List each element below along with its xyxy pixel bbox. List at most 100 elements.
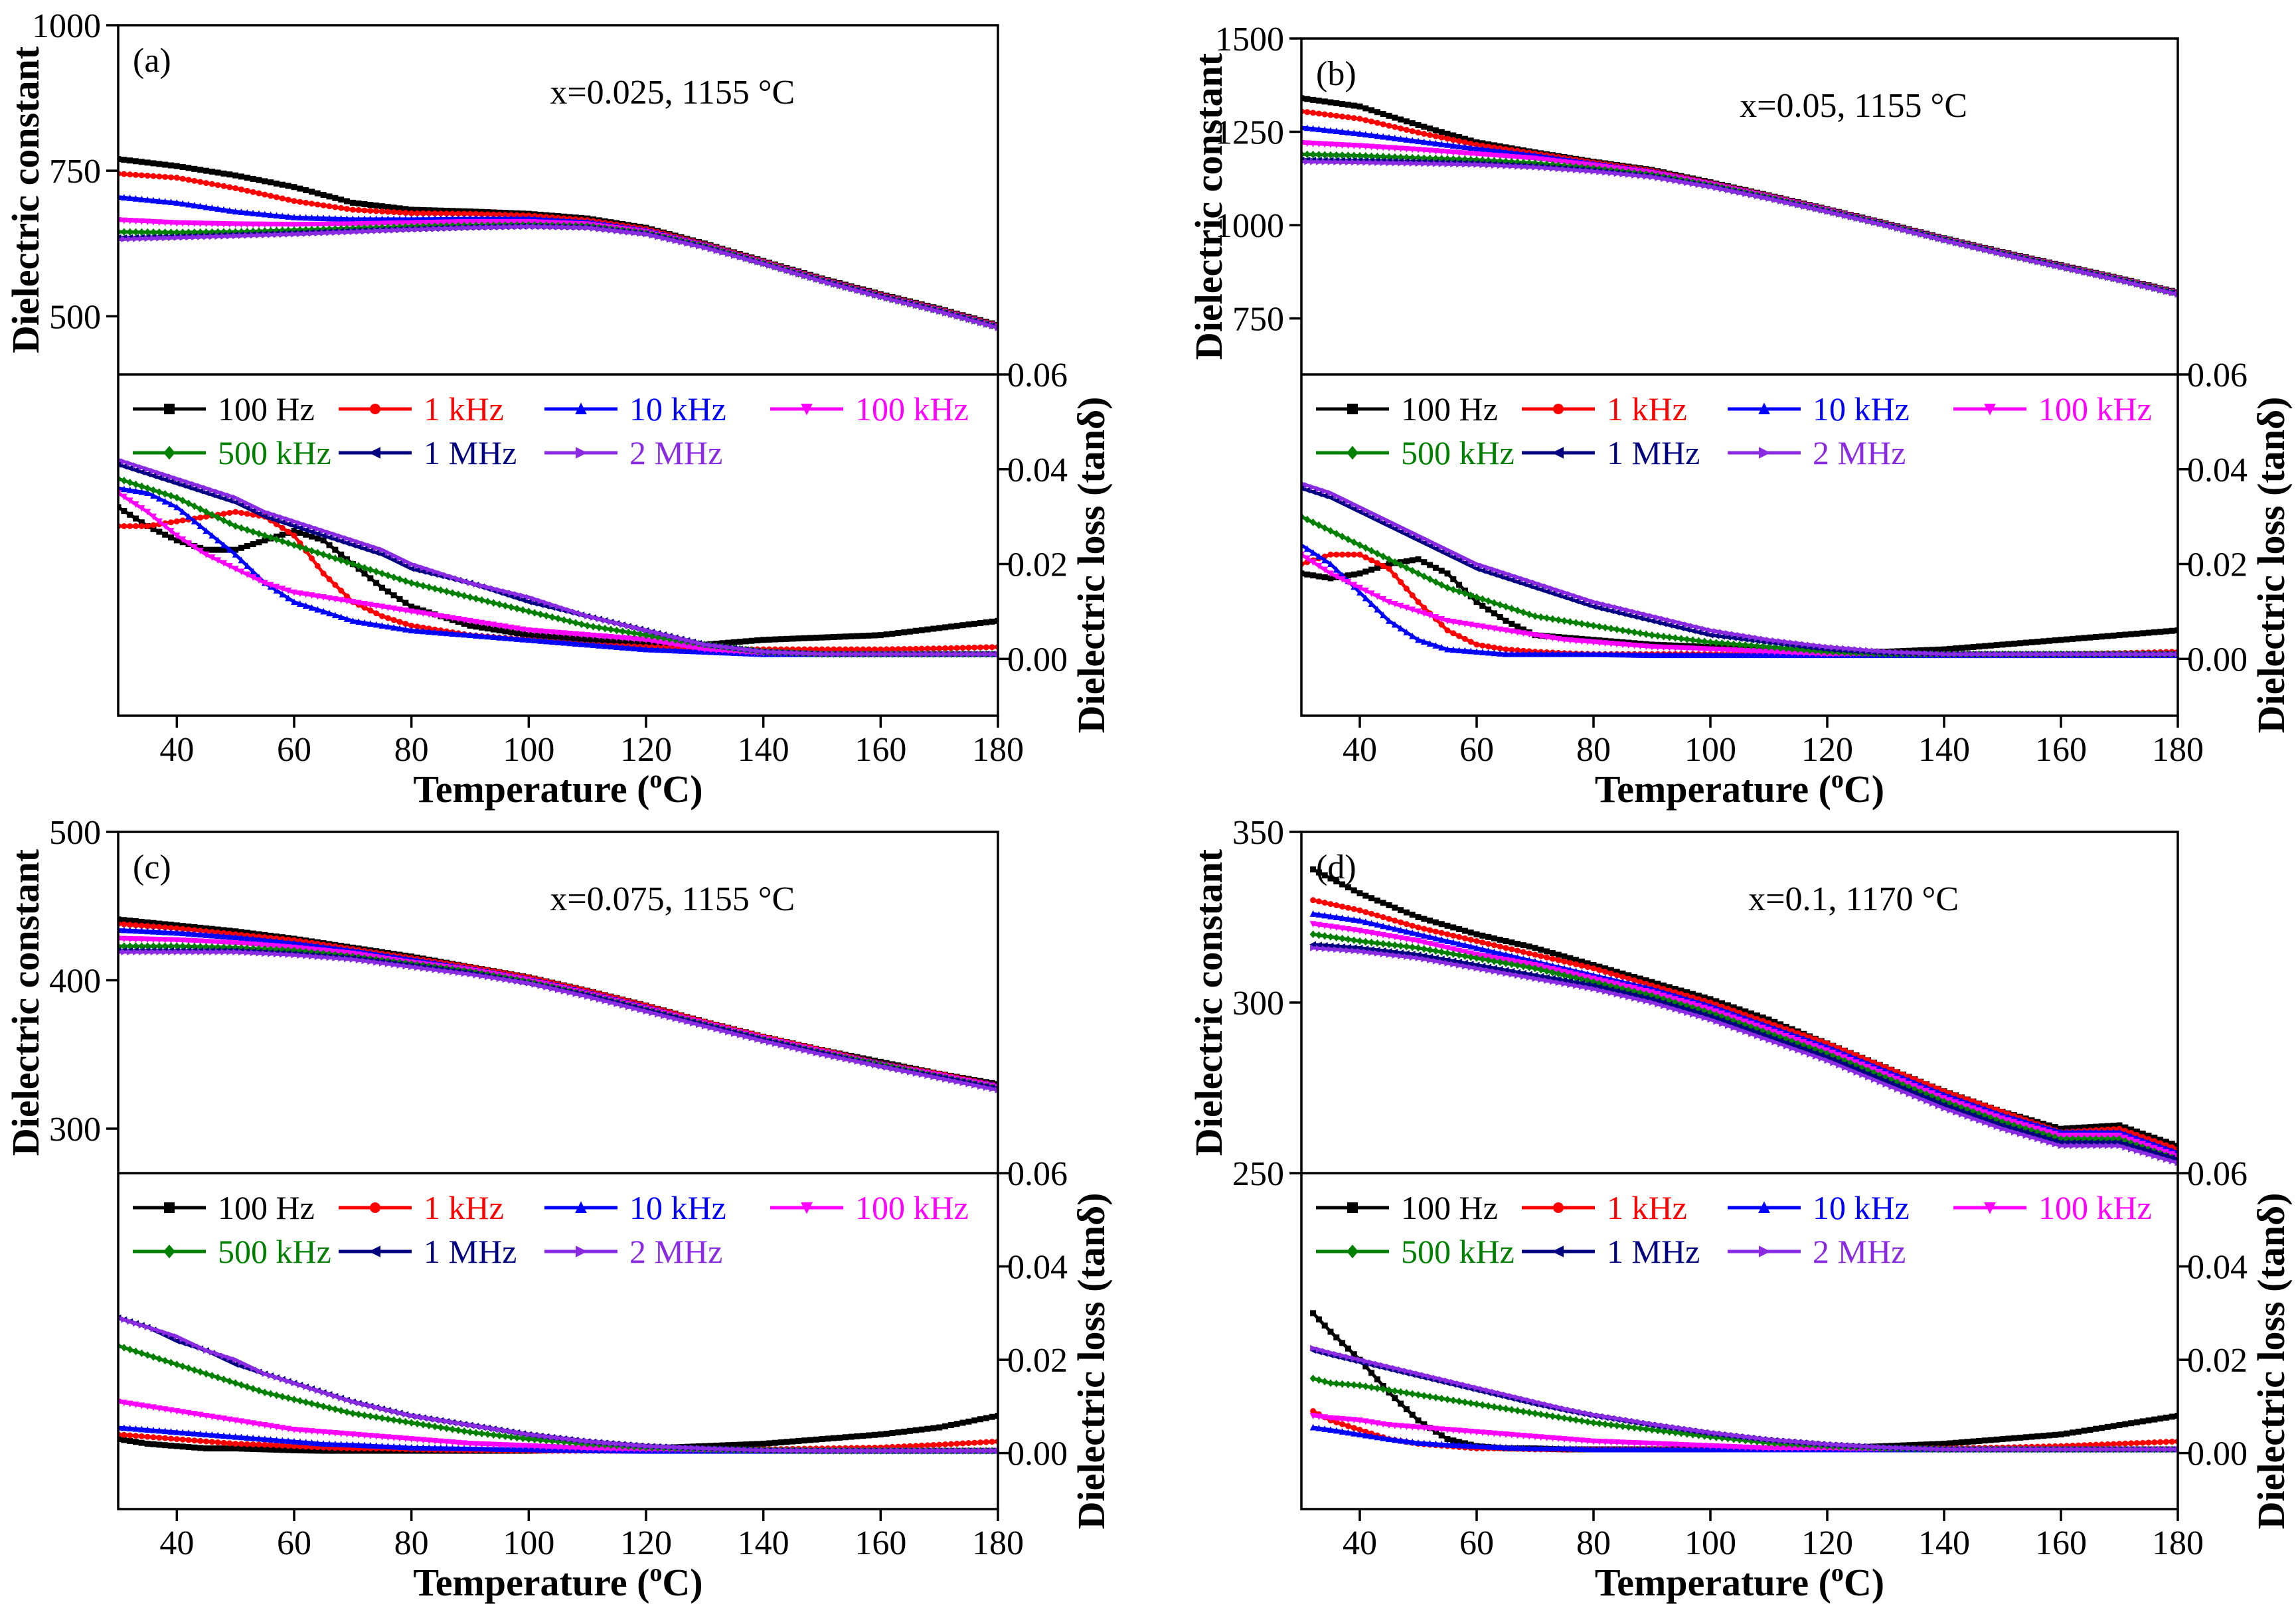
series-2-mhz-permittivity-marker <box>1713 185 1720 191</box>
legend-item-2-mhz: 2 MHz <box>544 434 722 471</box>
series-500-khz-loss-marker <box>1339 532 1346 540</box>
series-10-khz-loss-marker <box>678 647 685 654</box>
series-1-khz-permittivity-marker <box>390 209 397 216</box>
y-axis-title-permittivity: Dielectric constant <box>1187 52 1230 360</box>
series-2-mhz-loss-marker <box>713 643 720 650</box>
series-100-hz-loss-marker <box>907 628 913 635</box>
series-2-mhz-permittivity-marker <box>297 230 304 238</box>
series-10-khz-permittivity-marker <box>1345 129 1352 135</box>
series-10-khz-loss-marker <box>554 638 562 645</box>
series-2-mhz-permittivity-marker <box>1509 163 1516 170</box>
series-100-khz-loss-marker <box>1508 628 1515 635</box>
series-100-hz-loss-marker <box>854 633 861 639</box>
series-10-khz-permittivity-marker <box>144 196 151 203</box>
series-1-khz-permittivity-marker <box>438 210 444 217</box>
series-100-hz-loss-marker <box>1509 621 1515 627</box>
series-2-mhz-loss-marker <box>2046 651 2053 658</box>
series-100-khz-loss-marker <box>1455 619 1463 627</box>
series-500-khz-loss-marker <box>1683 635 1690 643</box>
series-100-khz-loss-marker <box>1485 624 1492 631</box>
series-100-khz-permittivity-marker <box>132 936 139 943</box>
legend-item-1-mhz: 1 MHz <box>1522 434 1700 471</box>
series-1-khz-permittivity-marker <box>203 928 209 935</box>
series-100-hz-permittivity-marker <box>1450 132 1457 139</box>
series-1-mhz-loss-marker <box>296 524 303 532</box>
series-2-mhz-loss-marker <box>1701 625 1708 633</box>
series-10-khz-loss-marker <box>185 513 192 520</box>
series-10-khz-permittivity-marker <box>179 200 187 207</box>
series-100-khz-loss-marker <box>167 528 175 534</box>
series-2-mhz-loss-marker <box>572 609 580 616</box>
series-2-mhz-loss-marker <box>1356 503 1364 511</box>
series-500-khz-permittivity-marker <box>1362 152 1369 160</box>
series-1-khz-loss-marker <box>831 646 837 653</box>
series-500-khz-loss-marker <box>191 502 198 511</box>
series-2-mhz-permittivity-marker <box>1310 158 1317 165</box>
series-100-hz-loss-marker <box>173 537 180 544</box>
series-10-khz-permittivity-marker <box>308 214 315 221</box>
series-2-mhz-loss-marker <box>1432 540 1439 548</box>
series-2-mhz-permittivity-marker <box>1333 159 1341 166</box>
series-2-mhz-permittivity-marker <box>2087 270 2094 278</box>
series-10-khz-loss-marker <box>596 641 603 649</box>
series-100-khz-loss-marker <box>602 633 609 641</box>
series-2-mhz-permittivity-marker <box>1953 240 1959 247</box>
series-1-khz-permittivity-marker <box>138 172 145 179</box>
series-10-khz-permittivity-marker <box>1386 133 1392 141</box>
series-500-khz-loss-marker <box>478 596 485 604</box>
series-2-mhz-permittivity-marker <box>1304 158 1311 165</box>
series-10-khz-permittivity-marker <box>1351 129 1358 136</box>
series-2-mhz-loss-marker <box>1310 483 1317 491</box>
series-100-hz-permittivity-marker <box>1301 95 1305 102</box>
series-1-mhz-loss-marker <box>525 598 532 605</box>
series-1-khz-loss-marker <box>1421 604 1428 611</box>
series-10-khz-loss-marker <box>654 646 661 653</box>
series-100-hz-permittivity-marker <box>1409 120 1416 127</box>
series-2-mhz-loss-marker <box>549 602 556 608</box>
series-500-khz-loss-marker <box>467 593 473 602</box>
series-500-khz-loss-marker <box>337 556 345 564</box>
series-10-khz-permittivity-marker <box>1339 128 1346 135</box>
series-100-hz-permittivity-marker <box>1333 100 1340 106</box>
series-1-khz-loss-marker <box>1456 633 1463 639</box>
series-1-mhz-loss-marker <box>331 536 339 543</box>
series-10-khz-loss-marker <box>1438 643 1445 651</box>
series-100-khz-loss-marker <box>1789 649 1796 657</box>
series-10-khz-permittivity-marker <box>1315 125 1323 133</box>
series-10-khz-permittivity-marker <box>279 212 286 220</box>
series-100-hz-loss-marker <box>936 625 943 631</box>
series-2-mhz-loss-marker <box>1987 651 1995 658</box>
series-100-khz-permittivity-marker <box>161 937 169 944</box>
series-100-khz-loss-marker <box>619 635 626 642</box>
series-2-mhz-permittivity-marker <box>1544 165 1550 172</box>
series-10-khz-loss-marker <box>349 617 357 624</box>
series-2-mhz-permittivity-marker <box>320 230 327 236</box>
series-2-mhz-loss-marker <box>1578 595 1586 602</box>
series-2-mhz-loss-marker <box>907 651 914 658</box>
series-100-hz-loss-marker <box>2040 638 2047 645</box>
series-2-mhz-loss-marker <box>303 522 310 528</box>
series-2-mhz-loss-marker <box>778 649 785 656</box>
series-10-khz-loss-marker <box>578 640 585 647</box>
series-500-khz-permittivity-marker <box>155 228 163 236</box>
series-100-hz-loss-marker <box>208 546 215 553</box>
series-1-mhz-loss-marker <box>1339 500 1346 507</box>
legend-label: 100 Hz <box>218 390 315 428</box>
series-100-hz-permittivity-marker <box>127 157 133 164</box>
series-1-mhz-loss-marker <box>1426 542 1434 550</box>
series-100-khz-loss-marker <box>1520 630 1527 637</box>
series-2-mhz-loss-marker <box>1765 636 1773 643</box>
series-1-khz-permittivity-marker <box>1392 123 1398 130</box>
series-1-khz-permittivity-marker <box>127 171 133 178</box>
series-100-hz-loss-marker <box>1491 610 1497 617</box>
series-2-mhz-loss-marker <box>1841 645 1848 652</box>
series-100-khz-loss-marker <box>1356 584 1363 592</box>
series-1-mhz-loss-marker <box>1631 613 1638 620</box>
series-2-mhz-loss-marker <box>156 469 163 477</box>
series-10-khz-loss-marker <box>1461 647 1469 654</box>
series-1-khz-loss-marker <box>326 576 333 582</box>
series-2-mhz-loss-marker <box>1573 593 1580 600</box>
series-100-khz-permittivity-marker <box>250 221 257 228</box>
series-500-khz-loss-marker <box>279 537 286 546</box>
series-2-mhz-loss-marker <box>2139 651 2147 658</box>
